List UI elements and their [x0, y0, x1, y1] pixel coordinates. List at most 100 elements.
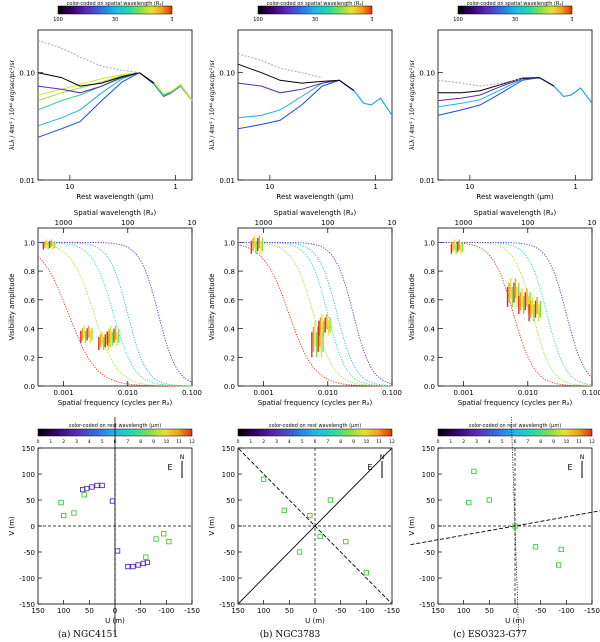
uv-point-green [71, 510, 77, 516]
uv-ytick-label: 150 [422, 445, 435, 453]
uv-ylabel: V (m) [408, 516, 416, 536]
uv-point-purple [109, 498, 116, 504]
uv-point-green [486, 497, 492, 503]
uv-colorbar-tick: 8 [139, 439, 142, 445]
uv-xtick-label: 0 [113, 607, 117, 615]
uv-ytick-label: 50 [426, 497, 435, 505]
vis-model-curve [438, 242, 592, 387]
uv-point-purple [99, 482, 105, 489]
vis-top-xlabel: Spatial wavelength (Rₐ) [474, 209, 557, 217]
vis-ytick-label: 0.4 [24, 326, 36, 334]
uv-xtick-label: -150 [584, 607, 600, 615]
sed-colorbar-tick: 100 [453, 17, 463, 23]
uv-xtick-label: 50 [285, 607, 294, 615]
uv-xtick-label: -150 [384, 607, 400, 615]
uv-colorbar-tick: 4 [88, 439, 91, 445]
vis-xtick-label: 0.001 [454, 389, 474, 397]
uv-colorbar-tick: 10 [563, 439, 569, 445]
sed-xlabel: Rest wavelength (µm) [276, 193, 353, 201]
uv-xtick-label: 0 [513, 607, 517, 615]
sed-series-model-3 [437, 77, 555, 102]
vis-xtick-label: 0.010 [518, 389, 538, 397]
uv-colorbar-tick: 0 [237, 439, 240, 445]
uv-point-green [512, 523, 518, 529]
vis-xtick-label: 0.010 [318, 389, 338, 397]
uv-xlabel: U (m) [105, 617, 125, 625]
vis-top-xtick-label: 100 [321, 219, 334, 227]
uv-xtick-label: 50 [85, 607, 94, 615]
vis-ytick-label: 0.2 [424, 354, 435, 362]
vis-top-xlabel: Spatial wavelength (Rₐ) [74, 209, 157, 217]
uv-point-green [555, 562, 562, 568]
uv-colorbar-tick: 1 [249, 439, 252, 445]
vis-model-curve [238, 241, 393, 385]
vis-ytick-label: 0.6 [24, 297, 36, 305]
uv-colorbar-label: color-coded on rest wavelength (µm) [269, 423, 361, 429]
vis-xtick-label: 0.100 [382, 389, 402, 397]
uv-ylabel: V (m) [8, 516, 16, 536]
vis-model-curve [238, 242, 392, 387]
uv-ytick-label: -100 [219, 575, 235, 583]
sed-series-model-1 [37, 72, 193, 138]
sed-ylabel: λLλ / 4πr² / 10⁴⁴ erg/sec/pc²/sr [209, 60, 216, 150]
vis-model-curve [438, 241, 593, 386]
caption-c: (c) ESO323-G77 [453, 629, 527, 640]
vis-axes-box [237, 227, 393, 387]
uv-ytick-label: 0 [31, 523, 35, 531]
uv-colorbar-tick: 12 [189, 439, 195, 445]
vis-ytick-label: 0.0 [24, 383, 35, 391]
vis-model-curve [37, 256, 192, 387]
uv-colorbar-tick: 0 [437, 439, 440, 445]
uv-xtick-label: 150 [431, 607, 444, 615]
vis-xtick-label: 0.100 [182, 389, 202, 397]
vis-top-xtick-label: 10 [388, 219, 397, 227]
vis-model-curve [37, 243, 192, 387]
compass-east: E [167, 463, 172, 472]
uv-colorbar-label: color-coded on rest wavelength (µm) [469, 423, 561, 429]
sed-series-model-4 [237, 63, 355, 92]
uv-point-purple [125, 563, 131, 570]
uv-point-green [61, 512, 67, 519]
vis-top-xtick-label: 10 [588, 219, 597, 227]
vis-model-curve [237, 244, 393, 387]
uv-colorbar-tick: 5 [301, 439, 304, 445]
uv-colorbar-tick: 10 [363, 439, 369, 445]
vis-top-xtick-label: 1000 [455, 219, 473, 227]
uv-ytick-label: -50 [24, 549, 35, 557]
uv-colorbar-tick: 4 [488, 439, 491, 445]
uv-point-green [317, 533, 323, 540]
uv-xlabel: U (m) [505, 617, 525, 625]
vis-ytick-label: 0.4 [224, 326, 236, 334]
vis-xtick-label: 0.001 [54, 389, 74, 397]
uv-point-green [363, 570, 369, 576]
uv-point-green [296, 549, 303, 555]
uv-colorbar-tick: 11 [376, 439, 382, 445]
uv-colorbar-tick: 9 [152, 439, 155, 445]
uv-colorbar-tick: 9 [552, 439, 555, 445]
sed-colorbar [57, 5, 173, 15]
uv-colorbar-tick: 12 [589, 439, 595, 445]
uv-ytick-label: -150 [419, 601, 435, 609]
vis-xlabel: Spatial frequency (cycles per Rₐ) [58, 399, 173, 407]
uv-xtick-label: -50 [135, 607, 146, 615]
sed-ytick-label: 0.01 [19, 177, 35, 185]
sed-xtick-label: 1 [573, 183, 577, 191]
uv-ytick-label: 50 [226, 497, 235, 505]
uv-colorbar-tick: 7 [126, 439, 129, 445]
sed-colorbar [257, 5, 373, 15]
vis-ytick-label: 1.0 [224, 239, 235, 247]
vis-top-xlabel: Spatial wavelength (Rₐ) [274, 209, 357, 217]
uv-colorbar-tick: 1 [449, 439, 452, 445]
sed-ylabel: λLλ / 4πr² / 10⁴⁴ erg/sec/pc²/sr [409, 60, 416, 150]
uv-ytick-label: -150 [19, 601, 35, 609]
vis-model-curve [238, 241, 393, 387]
sed-colorbar [457, 5, 573, 15]
uv-colorbar-tick: 10 [163, 439, 169, 445]
uv-xtick-label: -100 [358, 607, 374, 615]
uv-xtick-label: 150 [231, 607, 244, 615]
sed-xlabel: Rest wavelength (µm) [76, 193, 153, 201]
sed-colorbar-label: color-coded on spatial wavelength (Rₐ) [467, 1, 564, 7]
uv-point-purple [135, 562, 141, 568]
uv-colorbar-tick: 1 [49, 439, 52, 445]
vis-ylabel: Visibility amplitude [208, 274, 216, 341]
